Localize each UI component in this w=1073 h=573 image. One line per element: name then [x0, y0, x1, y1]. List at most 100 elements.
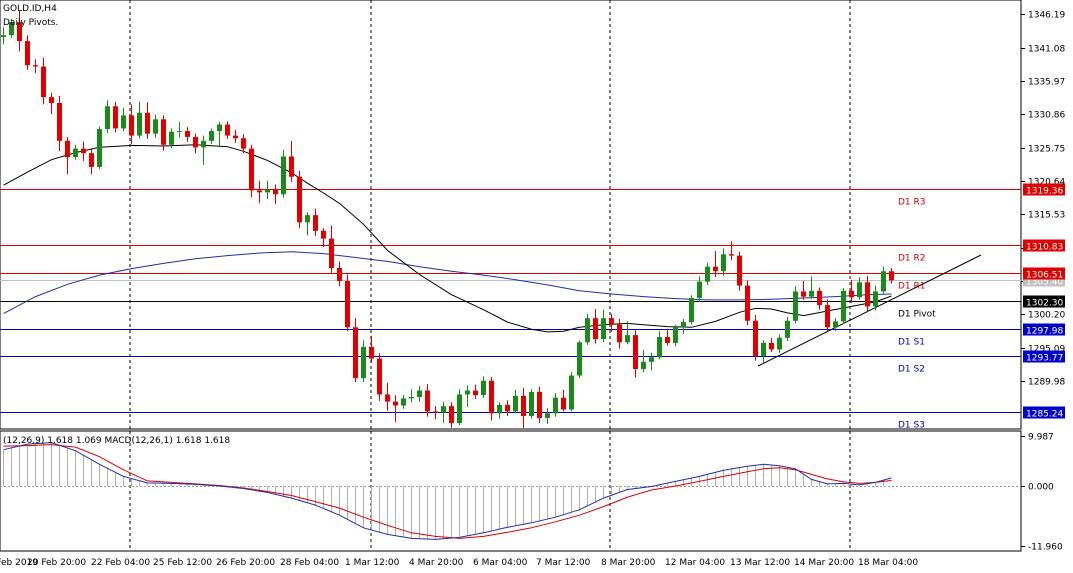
candle[interactable] [57, 95, 62, 152]
candle[interactable] [625, 321, 630, 345]
candle[interactable] [233, 129, 238, 143]
candle[interactable] [737, 251, 742, 291]
candle[interactable] [49, 92, 54, 115]
candle[interactable] [161, 115, 166, 151]
candle[interactable] [873, 285, 878, 311]
candle[interactable] [673, 324, 678, 347]
candle[interactable] [585, 313, 590, 345]
candle[interactable] [689, 295, 694, 325]
candle[interactable] [505, 400, 510, 416]
candle[interactable] [241, 134, 246, 154]
candle[interactable] [129, 104, 134, 145]
candle[interactable] [529, 389, 534, 419]
candle[interactable] [313, 208, 318, 237]
candle[interactable] [1, 27, 6, 45]
candle[interactable] [841, 288, 846, 325]
candle[interactable] [217, 121, 222, 148]
candle[interactable] [265, 180, 270, 199]
candle[interactable] [769, 337, 774, 353]
candle[interactable] [177, 121, 182, 138]
candle[interactable] [321, 228, 326, 248]
candle[interactable] [609, 313, 614, 332]
candle[interactable] [745, 280, 750, 326]
candle[interactable] [777, 334, 782, 353]
candle[interactable] [553, 393, 558, 417]
candle[interactable] [433, 406, 438, 420]
candle[interactable] [377, 353, 382, 401]
candle[interactable] [569, 372, 574, 412]
candle[interactable] [17, 10, 22, 52]
candle[interactable] [65, 136, 70, 175]
price-panel[interactable]: D1 R3 D1 R2 D1 R1 D1 Pivot D1 S1 D1 S2 D1 S3 [0, 0, 1022, 431]
candle[interactable] [137, 101, 142, 139]
candle[interactable] [881, 266, 886, 295]
candle[interactable] [801, 281, 806, 300]
candle[interactable] [73, 144, 78, 160]
candle[interactable] [561, 389, 566, 412]
candle[interactable] [273, 184, 278, 205]
candle[interactable] [521, 387, 526, 428]
candle[interactable] [25, 35, 30, 70]
candle[interactable] [657, 331, 662, 360]
candle[interactable] [761, 340, 766, 364]
candle[interactable] [201, 135, 206, 165]
candle[interactable] [337, 261, 342, 287]
candle[interactable] [297, 170, 302, 229]
candle[interactable] [545, 408, 550, 424]
candle[interactable] [577, 340, 582, 379]
candle[interactable] [721, 248, 726, 276]
candle[interactable] [329, 225, 334, 274]
candle[interactable] [457, 389, 462, 426]
candle[interactable] [889, 267, 894, 284]
candle[interactable] [145, 102, 150, 139]
candle[interactable] [465, 385, 470, 407]
candle[interactable] [473, 384, 478, 400]
candle[interactable] [705, 262, 710, 285]
candle[interactable] [489, 376, 494, 421]
candle[interactable] [857, 277, 862, 300]
candle[interactable] [417, 385, 422, 402]
candle[interactable] [785, 316, 790, 341]
candle[interactable] [513, 389, 518, 414]
candle[interactable] [385, 382, 390, 411]
macd-panel[interactable] [0, 430, 1022, 552]
candle[interactable] [393, 395, 398, 422]
candle[interactable] [97, 126, 102, 169]
candle[interactable] [185, 127, 190, 143]
candle[interactable] [361, 340, 366, 383]
candle[interactable] [809, 276, 814, 300]
candle[interactable] [601, 309, 606, 343]
candle[interactable] [793, 286, 798, 324]
candle[interactable] [249, 144, 254, 198]
candle[interactable] [9, 18, 14, 38]
candle[interactable] [665, 328, 670, 346]
candle[interactable] [441, 401, 446, 424]
candle[interactable] [305, 212, 310, 236]
candle[interactable] [193, 133, 198, 154]
candle[interactable] [825, 299, 830, 332]
candle[interactable] [817, 287, 822, 310]
candle[interactable] [81, 141, 86, 162]
candle[interactable] [353, 318, 358, 383]
candle[interactable] [641, 350, 646, 373]
candle[interactable] [697, 276, 702, 302]
candle[interactable] [497, 402, 502, 419]
trendline[interactable] [757, 254, 982, 367]
candle[interactable] [713, 251, 718, 278]
candle[interactable] [401, 395, 406, 409]
candle[interactable] [633, 329, 638, 378]
candle[interactable] [289, 140, 294, 182]
candle[interactable] [209, 128, 214, 145]
candle[interactable] [89, 149, 94, 175]
candle[interactable] [537, 386, 542, 424]
candle[interactable] [425, 384, 430, 417]
candle[interactable] [153, 114, 158, 138]
candle[interactable] [865, 275, 870, 312]
candle[interactable] [225, 121, 230, 139]
candle[interactable] [369, 335, 374, 363]
candle[interactable] [345, 274, 350, 332]
candle[interactable] [729, 241, 734, 261]
candle[interactable] [849, 279, 854, 304]
candle[interactable] [449, 402, 454, 428]
